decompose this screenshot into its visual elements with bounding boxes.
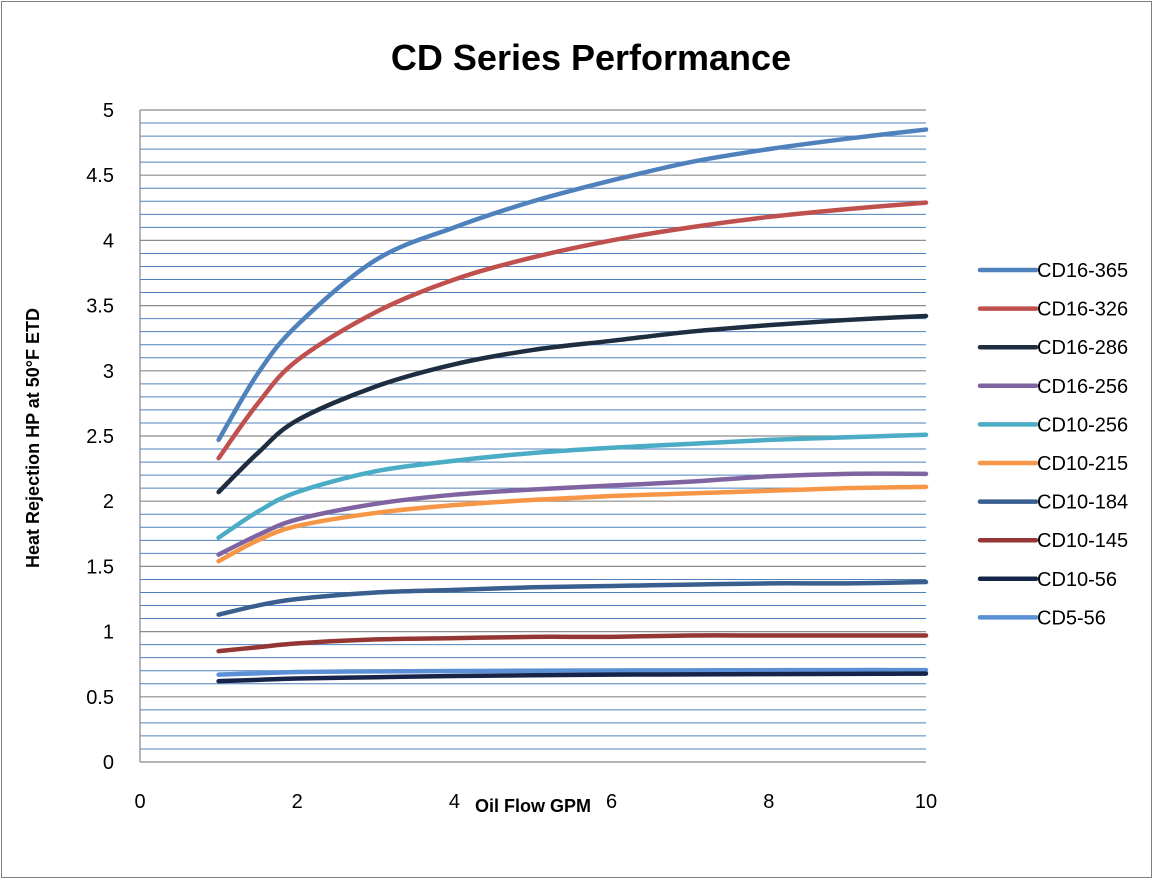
legend-item: CD16-365 [977,260,1128,282]
x-tick-label: 2 [292,791,303,813]
chart-title: CD Series Performance [391,37,791,78]
series-line-cd10-184 [216,579,929,617]
x-tick-label: 4 [449,791,460,813]
x-tick-label: 8 [763,791,774,813]
legend-item: CD10-145 [977,530,1128,552]
legend-item: CD16-256 [977,376,1128,398]
y-tick-label: 4.5 [86,165,114,187]
y-axis-title: Heat Rejection HP at 50°F ETD [23,308,43,568]
y-tick-label: 1.5 [86,556,114,578]
legend-item: CD5-56 [977,607,1106,629]
series-line-cd16-256 [216,471,929,557]
x-tick-label: 6 [606,791,617,813]
x-tick-label: 0 [134,791,145,813]
y-tick-label: 0.5 [86,687,114,709]
series-lines [216,127,929,684]
y-tick-label: 5 [103,100,114,122]
legend-item: CD10-256 [977,414,1128,436]
y-tick-label: 0 [103,752,114,774]
series-line-cd10-56 [216,671,929,684]
y-tick-label: 3.5 [86,296,114,318]
y-tick-label: 2 [103,491,114,513]
legend-label: CD10-184 [1037,492,1128,514]
legend-item: CD10-184 [977,492,1128,514]
series-line-cd10-215 [216,484,929,564]
legend-label: CD5-56 [1037,607,1106,629]
y-tick-label: 1 [103,622,114,644]
legend-label: CD10-256 [1037,414,1128,436]
major-gridlines [139,109,926,763]
series-line-cd10-256 [216,432,929,540]
y-tick-label: 2.5 [86,426,114,448]
x-axis-tick-labels: 0 2 4 6 8 10 [134,791,937,813]
legend-label: CD16-365 [1037,260,1128,282]
y-axis-tick-labels: 0 0.5 1 1.5 2 2.5 3 3.5 4 4.5 5 [86,100,114,774]
series-line-cd10-145 [216,633,929,654]
series-line-cd16-365 [216,127,929,443]
legend-label: CD10-56 [1037,569,1117,591]
y-tick-label: 3 [103,361,114,383]
series-line-cd5-56 [216,667,929,677]
legend-item: CD16-286 [977,337,1128,359]
x-tick-label: 10 [915,791,937,813]
legend-label: CD10-145 [1037,530,1128,552]
legend-item: CD16-326 [977,299,1128,321]
legend: CD16-365 CD16-326 CD16-286 CD16-256 CD10-256… [977,260,1128,629]
legend-label: CD16-326 [1037,299,1128,321]
legend-item: CD10-56 [977,569,1117,591]
legend-item: CD10-215 [977,453,1128,475]
series-line-cd16-286 [216,313,929,495]
x-axis-title: Oil Flow GPM [475,796,591,816]
legend-label: CD16-286 [1037,337,1128,359]
legend-label: CD16-256 [1037,376,1128,398]
series-line-cd16-326 [216,200,929,461]
y-tick-label: 4 [103,230,114,252]
legend-label: CD10-215 [1037,453,1128,475]
